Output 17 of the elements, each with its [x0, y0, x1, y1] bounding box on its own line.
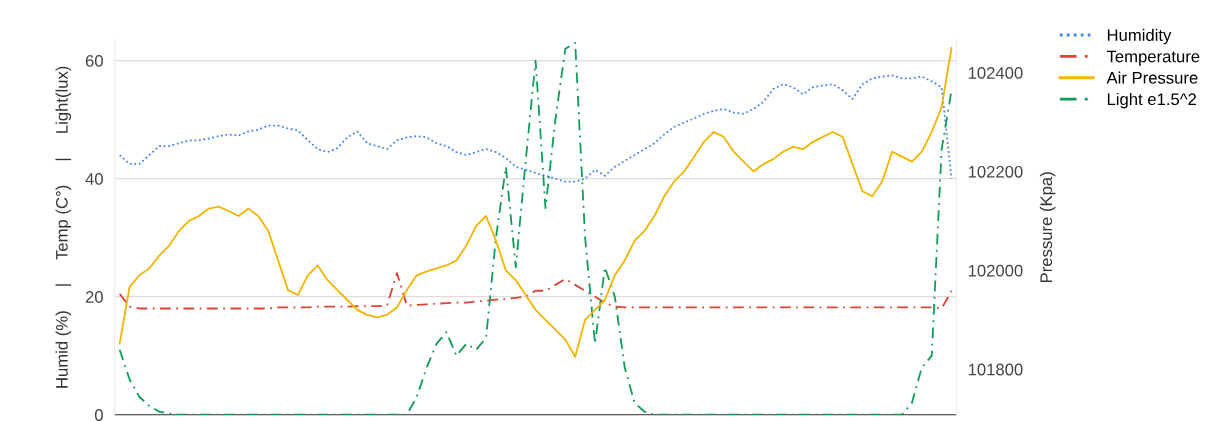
- line-series: [118, 74, 953, 183]
- legend-label: Light e1.5^2: [1107, 92, 1196, 109]
- y2-tick-label: 102000: [968, 264, 1023, 277]
- y2-axis-title: Pressure (Kpa): [1039, 172, 1056, 283]
- y-tick-label: 20: [85, 291, 103, 303]
- y2-tick-label: 101800: [968, 363, 1023, 376]
- y-tick-label: 40: [85, 173, 103, 185]
- y-tick-label: 0: [94, 409, 103, 421]
- line-series: [118, 272, 953, 310]
- legend-label: Air Pressure: [1106, 71, 1198, 84]
- y2-tick-label: 102400: [968, 67, 1023, 79]
- line-series: [118, 46, 953, 358]
- y-tick-label: 60: [85, 55, 103, 67]
- y-axis-title: Humid (%) | Temp (C°) | Light(lux): [55, 66, 72, 388]
- legend-label: Humidity: [1107, 28, 1172, 45]
- y2-tick-label: 102200: [968, 165, 1023, 178]
- legend-label: Temperature: [1106, 50, 1200, 66]
